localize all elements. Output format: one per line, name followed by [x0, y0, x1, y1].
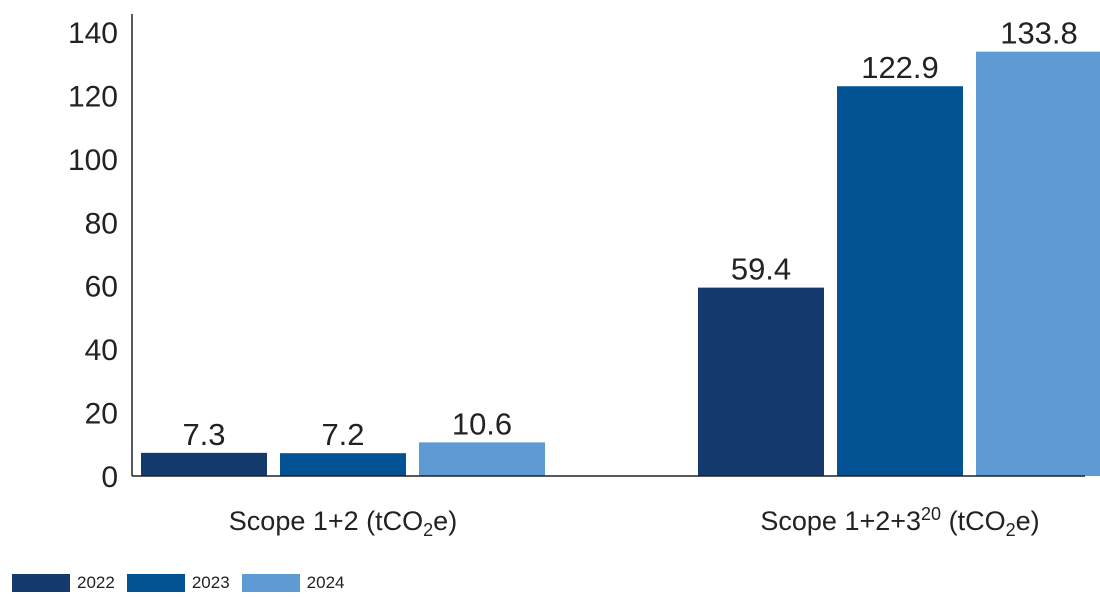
bar-value-label: 59.4 — [731, 252, 791, 287]
legend-label: 2024 — [306, 573, 345, 592]
legend-item: 2022 — [12, 573, 115, 593]
bars — [141, 51, 1100, 477]
y-tick-label: 0 — [101, 461, 118, 494]
legend-swatch — [12, 574, 70, 592]
bar — [976, 51, 1100, 477]
legend-item: 2023 — [126, 573, 230, 593]
bar — [837, 86, 963, 476]
y-tick-label: 100 — [68, 144, 118, 177]
y-tick-label: 140 — [68, 17, 118, 50]
category-label: Scope 1+2 (tCO2e) — [229, 506, 457, 540]
bar-chart: 0 20 40 60 80 100 120 140 7.3 7.2 10.6 59.4 122.9 13… — [68, 14, 1100, 540]
bar — [419, 442, 545, 476]
bar — [698, 287, 824, 476]
category-label: Scope 1+2+320 (tCO2e) — [760, 504, 1039, 540]
bar-value-label: 10.6 — [452, 406, 512, 441]
legend-swatch — [126, 574, 185, 592]
legend-item: 2024 — [241, 573, 345, 593]
legend-label: 2022 — [77, 573, 115, 592]
legend: 2022 2023 2024 — [12, 572, 356, 594]
bar-value-label: 7.3 — [182, 417, 225, 452]
category-labels: Scope 1+2 (tCO2e) Scope 1+2+320 (tCO2e) — [229, 504, 1040, 540]
y-tick-label: 40 — [85, 334, 118, 367]
y-tick-label: 120 — [68, 80, 118, 113]
bar-value-label: 122.9 — [861, 50, 939, 85]
bar-value-label: 133.8 — [1000, 16, 1078, 51]
y-tick-label: 80 — [85, 207, 118, 240]
data-labels: 7.3 7.2 10.6 59.4 122.9 133.8 — [182, 16, 1077, 453]
bar — [141, 452, 267, 476]
legend-label: 2023 — [191, 573, 230, 592]
legend-swatch — [241, 574, 300, 592]
bar-value-label: 7.2 — [321, 417, 364, 452]
y-tick-label: 20 — [85, 398, 118, 431]
bar — [280, 453, 406, 476]
y-tick-label: 60 — [85, 271, 118, 304]
y-axis-ticks: 0 20 40 60 80 100 120 140 — [68, 17, 118, 494]
